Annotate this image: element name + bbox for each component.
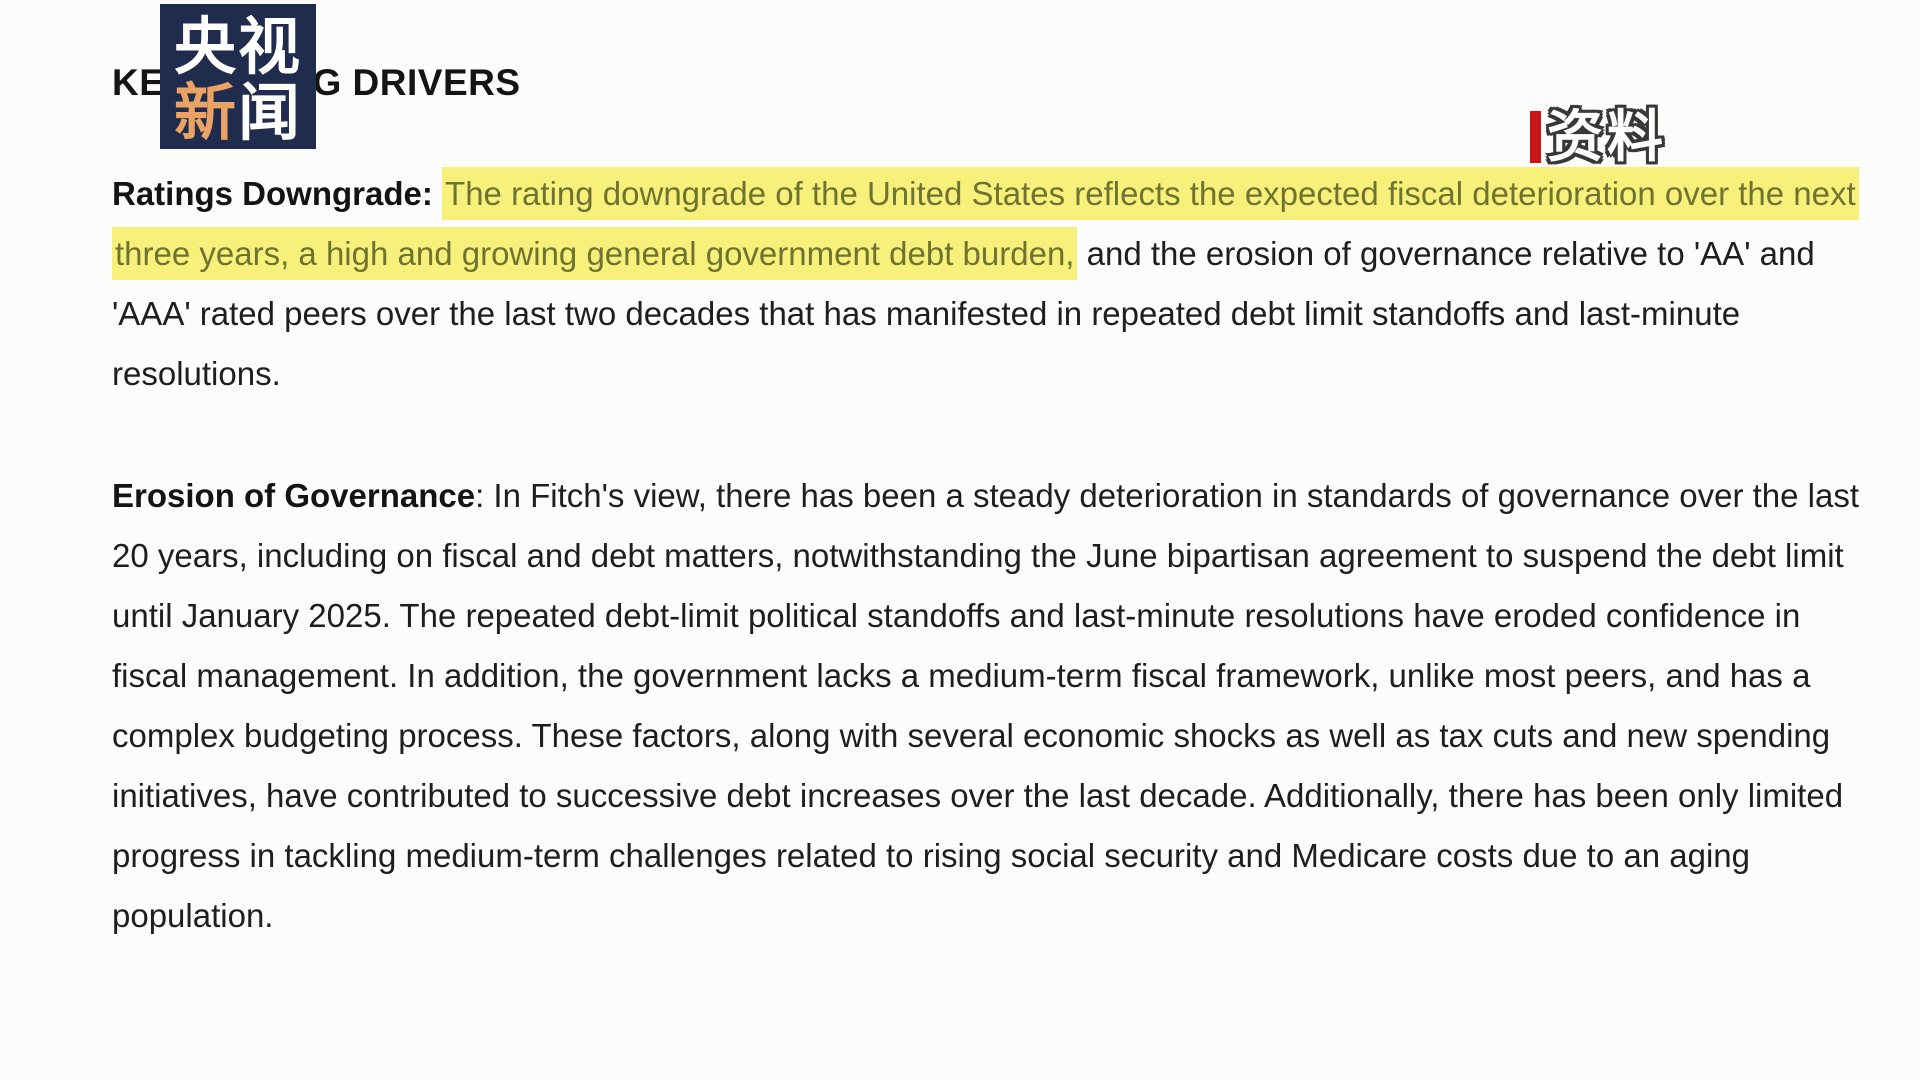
logo-row-1: 央视 — [173, 12, 302, 82]
logo-text-xin: 新 — [173, 78, 238, 148]
text-segment-plain: : In Fitch's view, there has been a stea… — [112, 477, 1860, 934]
logo-row-2: 新闻 — [173, 78, 303, 148]
red-bar-icon — [1530, 110, 1541, 163]
archive-footage-badge: 资料 — [1530, 92, 1667, 173]
document-body: Ratings Downgrade: The rating downgrade … — [112, 164, 1867, 946]
logo-text-wen: 闻 — [238, 78, 303, 148]
paragraph-ratings-downgrade: Ratings Downgrade: The rating downgrade … — [112, 164, 1867, 404]
text-segment-plain: and the erosion of governance relative t… — [112, 235, 1815, 392]
cctv-news-logo: 央视 新闻 — [160, 4, 316, 149]
logo-text-yangshi: 央视 — [173, 12, 302, 82]
text-segment-bold: Erosion of Governance — [112, 477, 476, 514]
archive-footage-label: 资料 — [1547, 105, 1667, 168]
paragraph-erosion-of-governance: Erosion of Governance: In Fitch's view, … — [112, 466, 1867, 946]
text-segment-bold: Ratings Downgrade: — [112, 175, 443, 212]
